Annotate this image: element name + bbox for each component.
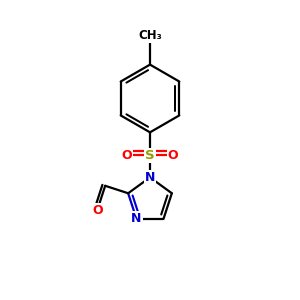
Text: O: O [168, 149, 178, 162]
Text: O: O [92, 204, 103, 217]
Text: O: O [122, 149, 132, 162]
Text: S: S [145, 149, 155, 162]
Text: N: N [145, 171, 155, 184]
Text: CH₃: CH₃ [138, 29, 162, 42]
Text: N: N [131, 212, 142, 225]
